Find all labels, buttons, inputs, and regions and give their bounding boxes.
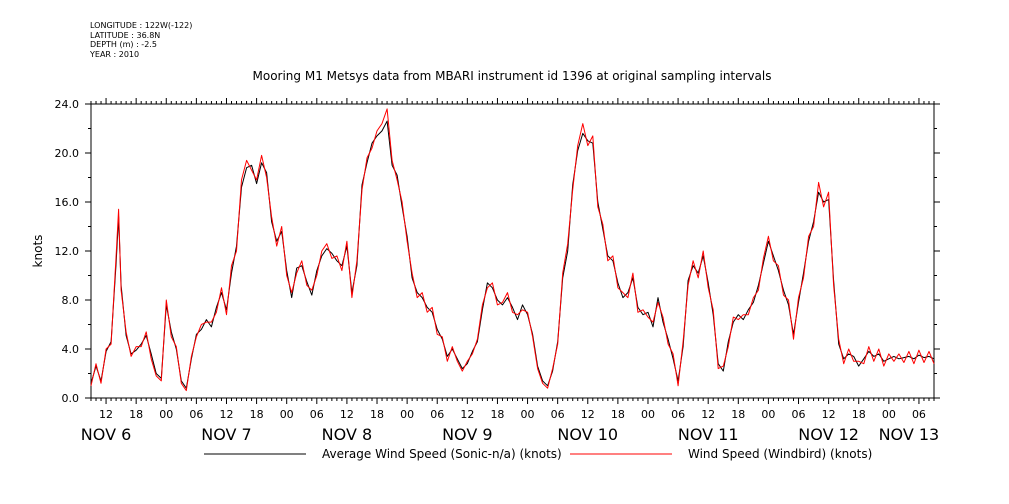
series-group [90, 108, 935, 392]
y-axis: 0.0 4.0 8.0 12.0 16.0 20.0 24.0 [55, 98, 940, 405]
x-hour-label: 06 [912, 408, 926, 421]
y-tick-label: 24.0 [55, 98, 80, 111]
chart-title: Mooring M1 Metsys data from MBARI instru… [253, 69, 772, 83]
x-hour-label: 06 [189, 408, 203, 421]
x-hour-label: 18 [731, 408, 745, 421]
x-day-label: NOV 9 [442, 425, 493, 444]
plot-frame [90, 103, 935, 399]
y-tick-label: 16.0 [55, 196, 80, 209]
year-label: YEAR : 2010 [90, 49, 140, 59]
x-day-label: NOV 6 [81, 425, 132, 444]
x-hour-label: 18 [250, 408, 264, 421]
x-hour-label: 00 [641, 408, 655, 421]
y-tick-label: 8.0 [62, 294, 80, 307]
y-tick-label: 20.0 [55, 147, 80, 160]
x-hour-label: 18 [129, 408, 143, 421]
x-hour-label: 12 [460, 408, 474, 421]
x-hour-label: 12 [822, 408, 836, 421]
x-day-label: NOV 8 [322, 425, 373, 444]
x-day-label: NOV 10 [557, 425, 618, 444]
x-hour-label: 06 [671, 408, 685, 421]
x-hour-label: 12 [219, 408, 233, 421]
x-hour-label: 18 [611, 408, 625, 421]
x-hour-label: 18 [370, 408, 384, 421]
x-hour-label: 06 [310, 408, 324, 421]
station-metadata: LONGITUDE : 122W(-122) LATITUDE : 36.8N … [90, 21, 192, 59]
x-hour-label: 12 [701, 408, 715, 421]
y-tick-label: 0.0 [62, 392, 80, 405]
x-day-label: NOV 7 [201, 425, 252, 444]
y-axis-label: knots [31, 235, 45, 268]
y-tick-label: 4.0 [62, 343, 80, 356]
depth-label: DEPTH (m) : -2.5 [90, 40, 157, 49]
x-hour-label: 06 [551, 408, 565, 421]
x-axis: 12 18 00 06 12 18 00 06 12 18 00 06 12 18 00 06 12 18 00 06… [81, 98, 939, 444]
legend-label-average: Average Wind Speed (Sonic-n/a) (knots) [322, 447, 562, 461]
x-hour-label: 12 [99, 408, 113, 421]
x-hour-label: 18 [490, 408, 504, 421]
legend-label-windbird: Wind Speed (Windbird) (knots) [688, 447, 872, 461]
x-hour-label: 00 [159, 408, 173, 421]
x-hour-label: 12 [581, 408, 595, 421]
latitude-label: LATITUDE : 36.8N [90, 30, 161, 40]
x-day-label: NOV 11 [678, 425, 739, 444]
x-hour-label: 00 [882, 408, 896, 421]
x-hour-label: 00 [521, 408, 535, 421]
x-day-label: NOV 13 [879, 425, 940, 444]
x-hour-label: 18 [852, 408, 866, 421]
x-hour-label: 06 [792, 408, 806, 421]
x-hour-label: 06 [430, 408, 444, 421]
longitude-label: LONGITUDE : 122W(-122) [90, 21, 193, 30]
x-hour-label: 00 [280, 408, 294, 421]
x-day-label: NOV 12 [798, 425, 859, 444]
x-hour-label: 00 [761, 408, 775, 421]
legend: Average Wind Speed (Sonic-n/a) (knots) W… [204, 447, 872, 461]
x-hour-label: 12 [340, 408, 354, 421]
series-line-average-wind-speed [90, 120, 935, 389]
x-hour-label: 00 [400, 408, 414, 421]
series-line-windbird-wind-speed [90, 108, 935, 392]
y-tick-label: 12.0 [55, 245, 80, 258]
